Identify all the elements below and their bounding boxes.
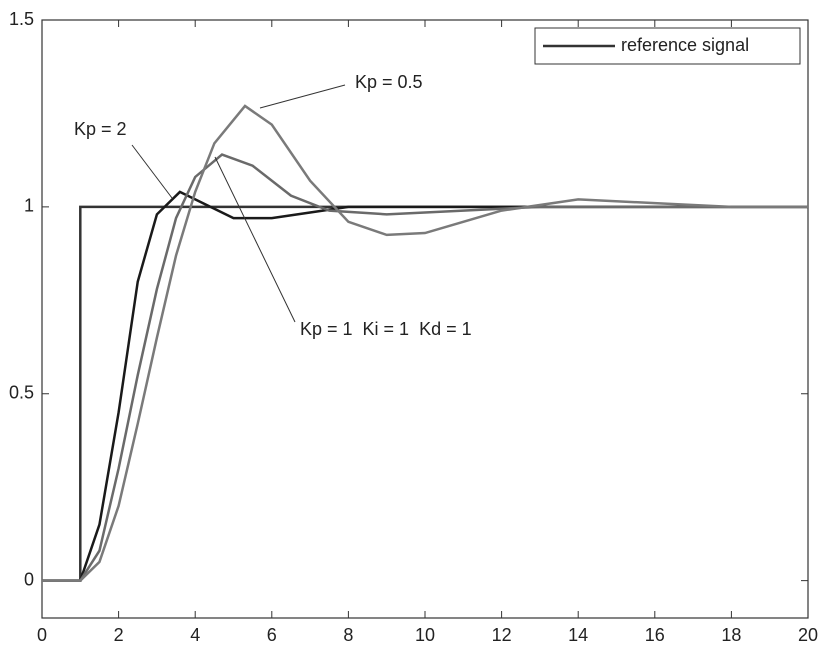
y-tick-label: 0.5 bbox=[9, 383, 34, 403]
y-tick-label: 1.5 bbox=[9, 9, 34, 29]
x-tick-label: 8 bbox=[343, 625, 353, 645]
x-tick-label: 2 bbox=[114, 625, 124, 645]
x-tick-label: 20 bbox=[798, 625, 818, 645]
x-tick-label: 16 bbox=[645, 625, 665, 645]
x-tick-label: 6 bbox=[267, 625, 277, 645]
x-tick-label: 14 bbox=[568, 625, 588, 645]
x-tick-label: 4 bbox=[190, 625, 200, 645]
annotation-arrow bbox=[214, 156, 296, 323]
x-tick-label: 10 bbox=[415, 625, 435, 645]
x-tick-label: 18 bbox=[721, 625, 741, 645]
annotation-arrow bbox=[131, 144, 173, 199]
line bbox=[42, 104, 808, 582]
annotation: Kp = 2 bbox=[74, 119, 127, 139]
annotation: Kp = 0.5 bbox=[355, 72, 423, 92]
x-tick-label: 12 bbox=[492, 625, 512, 645]
x-tick-label: 0 bbox=[37, 625, 47, 645]
annotation: Kp = 1 Ki = 1 Kd = 1 bbox=[300, 319, 472, 339]
y-tick-label: 1 bbox=[24, 196, 34, 216]
annotation-arrow bbox=[259, 84, 346, 109]
line bbox=[42, 153, 808, 582]
legend-label: reference signal bbox=[621, 35, 749, 55]
y-tick-label: 0 bbox=[24, 569, 34, 589]
